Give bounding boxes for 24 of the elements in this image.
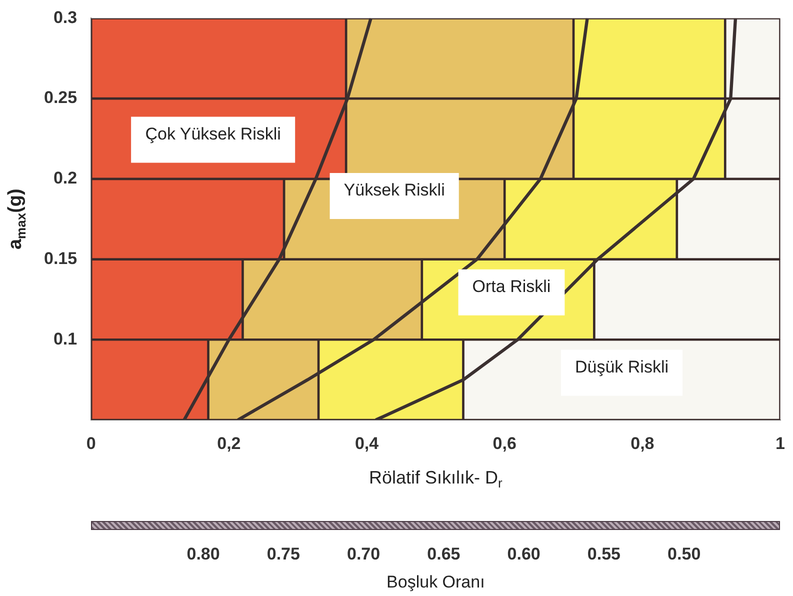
annotation: Yüksek Riskli — [344, 180, 445, 200]
x2-tick-label: 0.55 — [587, 544, 621, 564]
x-tick-label: 0,8 — [630, 434, 654, 453]
x2-tick-label: 0.80 — [186, 544, 220, 564]
y-tick-label: 0.2 — [53, 168, 78, 188]
y-axis-title: amax(g) — [5, 188, 28, 250]
y-tick-label: 0.25 — [44, 88, 78, 108]
annotation: Orta Riskli — [472, 277, 551, 296]
x-tick-label: 0,6 — [492, 434, 516, 453]
x-tick-label: 0,4 — [354, 434, 380, 453]
x2-tick-label: 0.50 — [668, 544, 701, 564]
x2-tick-label: 0.75 — [266, 544, 300, 564]
x2-tick-label: 0.65 — [427, 544, 460, 564]
y-tick-label: 0.1 — [53, 329, 78, 348]
x2-tick-label: 0.70 — [347, 544, 380, 564]
x2-axis-title: Boşluk Oranı — [386, 572, 485, 592]
x-tick-label: 1 — [776, 434, 786, 453]
x2-tick-label: 0.60 — [507, 544, 540, 564]
x-tick-label: 0 — [86, 434, 96, 453]
x-tick-label: 0,2 — [217, 434, 241, 453]
annotation: Düşük Riskli — [574, 357, 669, 376]
y-tick-label: 0.3 — [53, 8, 78, 27]
annotation: Çok Yüksek Riskli — [145, 124, 281, 144]
y-tick-label: 0.15 — [44, 248, 78, 268]
